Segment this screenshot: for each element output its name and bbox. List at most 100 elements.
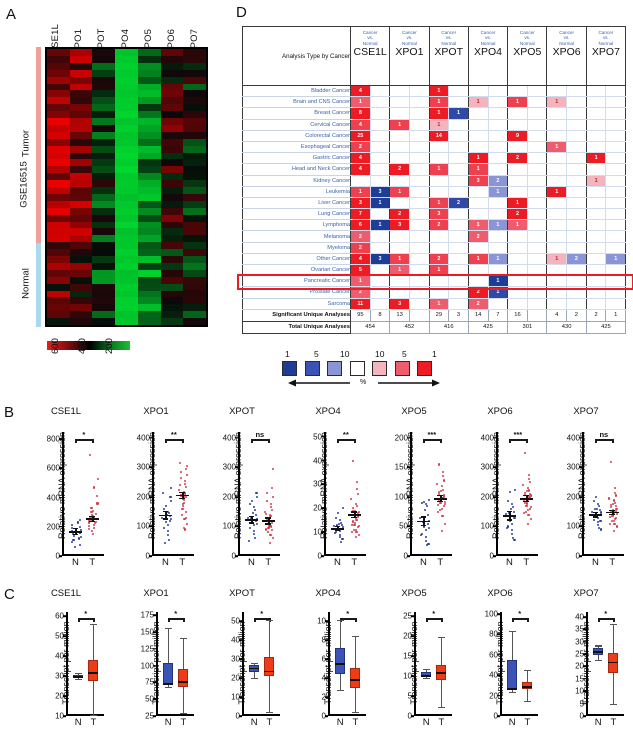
table-cell[interactable]: 1: [369, 219, 391, 232]
table-cell[interactable]: 2: [350, 230, 371, 243]
table-cell[interactable]: [526, 174, 548, 187]
table-cell[interactable]: [507, 297, 528, 310]
table-cell[interactable]: 2: [467, 297, 489, 310]
table-cell[interactable]: 1: [428, 107, 450, 120]
table-cell[interactable]: [585, 286, 607, 299]
table-cell[interactable]: [467, 263, 489, 277]
table-cell[interactable]: [467, 107, 489, 120]
table-cell[interactable]: [585, 163, 607, 176]
table-cell[interactable]: [566, 118, 587, 131]
table-cell[interactable]: [605, 152, 627, 165]
table-cell[interactable]: 3: [467, 174, 489, 187]
table-cell[interactable]: [605, 230, 627, 243]
table-cell[interactable]: [507, 107, 528, 120]
table-cell[interactable]: [546, 230, 568, 243]
table-cell[interactable]: 2: [467, 230, 489, 243]
table-cell[interactable]: [487, 118, 509, 131]
table-cell[interactable]: [448, 118, 469, 131]
table-cell[interactable]: [428, 174, 450, 187]
table-cell[interactable]: [408, 196, 430, 210]
table-cell[interactable]: [546, 163, 568, 176]
table-cell[interactable]: [566, 297, 587, 310]
table-cell[interactable]: 11: [350, 297, 371, 310]
table-cell[interactable]: [605, 140, 627, 154]
table-cell[interactable]: 4: [350, 252, 371, 266]
table-cell[interactable]: 1: [467, 163, 489, 176]
table-cell[interactable]: [605, 208, 627, 221]
table-cell[interactable]: [546, 208, 568, 221]
table-cell[interactable]: 1: [487, 275, 509, 288]
table-row[interactable]: Lung Cancer 7 2 3 2: [242, 208, 627, 221]
table-cell[interactable]: [408, 96, 430, 109]
table-cell[interactable]: 2: [428, 219, 450, 232]
table-cell[interactable]: [448, 275, 469, 288]
table-cell[interactable]: [448, 263, 469, 277]
table-cell[interactable]: [605, 107, 627, 120]
table-cell[interactable]: 2: [350, 241, 371, 254]
table-cell[interactable]: [585, 118, 607, 131]
table-cell[interactable]: 3: [369, 252, 391, 266]
table-cell[interactable]: 1: [507, 196, 528, 210]
table-cell[interactable]: [546, 297, 568, 310]
table-cell[interactable]: [448, 163, 469, 176]
table-cell[interactable]: [408, 84, 430, 98]
table-cell[interactable]: [389, 275, 410, 288]
table-cell[interactable]: 1: [546, 140, 568, 154]
table-cell[interactable]: [389, 230, 410, 243]
table-cell[interactable]: [408, 118, 430, 131]
table-cell[interactable]: [546, 219, 568, 232]
table-row[interactable]: Head and Neck Cancer 4 2 1 1: [242, 163, 627, 176]
table-cell[interactable]: [546, 84, 568, 98]
table-cell[interactable]: 1: [487, 219, 509, 232]
table-cell[interactable]: [369, 163, 391, 176]
table-cell[interactable]: [369, 208, 391, 221]
table-cell[interactable]: [507, 84, 528, 98]
table-cell[interactable]: [585, 129, 607, 142]
table-cell[interactable]: [566, 152, 587, 165]
table-cell[interactable]: [448, 174, 469, 187]
table-cell[interactable]: [369, 263, 391, 277]
table-cell[interactable]: 1: [546, 96, 568, 109]
table-cell[interactable]: [605, 174, 627, 187]
table-cell[interactable]: [566, 230, 587, 243]
table-cell[interactable]: [428, 286, 450, 299]
table-cell[interactable]: 8: [350, 107, 371, 120]
table-cell[interactable]: 3: [350, 196, 371, 210]
table-cell[interactable]: 1: [350, 275, 371, 288]
table-cell[interactable]: [507, 286, 528, 299]
table-cell[interactable]: [585, 219, 607, 232]
table-cell[interactable]: [526, 96, 548, 109]
table-cell[interactable]: [428, 230, 450, 243]
table-cell[interactable]: [428, 185, 450, 198]
table-cell[interactable]: 1: [546, 185, 568, 198]
table-cell[interactable]: [369, 230, 391, 243]
table-cell[interactable]: [487, 129, 509, 142]
table-cell[interactable]: 1: [605, 252, 627, 266]
table-cell[interactable]: [428, 140, 450, 154]
table-row[interactable]: Kidney Cancer 3 2 1: [242, 174, 627, 187]
table-row[interactable]: Melanoma 2 2: [242, 230, 627, 243]
table-cell[interactable]: [428, 241, 450, 254]
table-cell[interactable]: [526, 230, 548, 243]
table-cell[interactable]: [566, 219, 587, 232]
table-cell[interactable]: [566, 196, 587, 210]
table-cell[interactable]: [389, 196, 410, 210]
table-cell[interactable]: [585, 297, 607, 310]
table-cell[interactable]: [526, 208, 548, 221]
table-cell[interactable]: [585, 185, 607, 198]
table-cell[interactable]: [507, 174, 528, 187]
table-cell[interactable]: 3: [369, 185, 391, 198]
table-cell[interactable]: 1: [487, 185, 509, 198]
table-cell[interactable]: [369, 84, 391, 98]
table-cell[interactable]: [526, 185, 548, 198]
table-cell[interactable]: [605, 84, 627, 98]
table-cell[interactable]: [467, 208, 489, 221]
table-row[interactable]: Liver Cancer 3 1 1 2 1: [242, 196, 627, 210]
table-cell[interactable]: [467, 129, 489, 142]
table-cell[interactable]: [526, 84, 548, 98]
table-cell[interactable]: [566, 84, 587, 98]
table-row[interactable]: Sarcoma 11 3 1 2: [242, 297, 627, 310]
table-cell[interactable]: [487, 96, 509, 109]
table-cell[interactable]: [448, 286, 469, 299]
table-cell[interactable]: 1: [428, 196, 450, 210]
